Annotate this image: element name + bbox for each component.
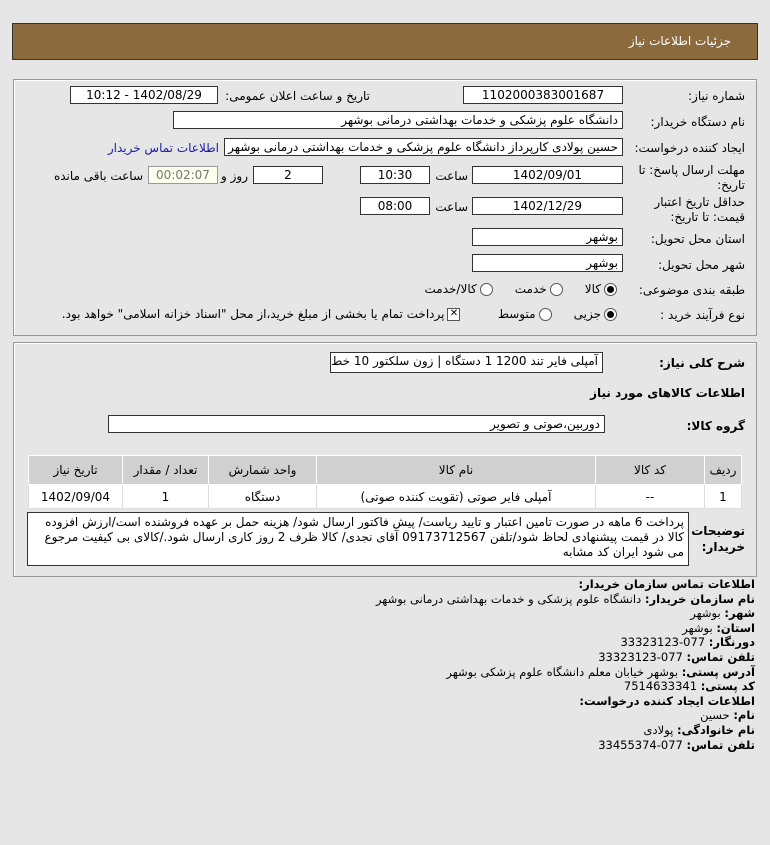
col-code: کد کالا	[595, 455, 705, 485]
process-option-medium: متوسط	[497, 307, 536, 321]
phone-value: 077-33323123	[598, 649, 683, 664]
family-label: نام خانوادگی:	[677, 722, 755, 737]
cell-code: --	[595, 484, 705, 509]
phone-label: تلفن تماس:	[686, 649, 755, 664]
cell-date: 1402/09/04	[28, 484, 123, 509]
category-radio-goods[interactable]	[604, 283, 617, 296]
province-value: بوشهر	[682, 620, 713, 635]
address-value: بوشهر خیابان معلم دانشگاه علوم پزشکی بوش…	[446, 664, 679, 679]
col-row: ردیف	[704, 455, 742, 485]
cell-row: 1	[704, 484, 742, 509]
category-option-both: کالا/خدمت	[424, 282, 477, 296]
announce-label: تاریخ و ساعت اعلان عمومی:	[225, 89, 370, 103]
buyer-label: نام دستگاه خریدار:	[650, 115, 746, 129]
contact-title: اطلاعات تماس سازمان خریدار:	[578, 577, 755, 591]
deadline-time-label: ساعت	[435, 169, 468, 183]
creator-field: حسین پولادی کارپرداز دانشگاه علوم پزشکی …	[224, 138, 623, 156]
fax-label: دورنگار:	[708, 635, 755, 650]
province-label: استان:	[716, 620, 755, 635]
postal-value: 7514633341	[623, 679, 698, 694]
notes-field: پرداخت 6 ماهه در صورت تامین اعتبار و تای…	[27, 512, 689, 566]
category-radio-both[interactable]	[479, 283, 493, 296]
validity-date-field: 1402/12/29	[472, 197, 623, 215]
category-radio-service[interactable]	[549, 283, 563, 296]
buyer-field: دانشگاه علوم پزشکی و خدمات بهداشتی درمان…	[173, 111, 623, 129]
org-label: نام سازمان خریدار:	[644, 591, 755, 606]
notes-label: توضیحات خریدار:	[691, 524, 745, 554]
buyer-contact-link[interactable]: اطلاعات تماس خریدار	[107, 141, 219, 155]
col-qty: تعداد / مقدار	[122, 455, 209, 485]
col-date: تاریخ نیاز	[28, 455, 123, 485]
payment-checkbox[interactable]: ✕	[447, 308, 461, 321]
col-unit: واحد شمارش	[208, 455, 317, 485]
days-label: روز و	[221, 169, 248, 183]
validity-time-label: ساعت	[435, 200, 468, 214]
creator-title: اطلاعات ایجاد کننده درخواست:	[579, 693, 755, 708]
city-label: شهر:	[724, 606, 755, 621]
payment-note: پرداخت تمام یا بخشی از مبلغ خرید،از محل …	[61, 307, 445, 321]
page-title: جزئیات اطلاعات نیاز	[628, 34, 731, 48]
province-field: بوشهر	[472, 228, 623, 246]
summary-field: آمپلی فایر تند 1200 1 دستگاه | زون سلکتو…	[330, 352, 603, 373]
fax-value: 077-33323123	[620, 635, 706, 650]
cell-name: آمپلی فایر صوتی (تقویت کننده صوتی)	[316, 484, 596, 509]
category-label: طبقه بندی موضوعی:	[638, 283, 745, 297]
process-option-minor: جزیی	[573, 307, 601, 321]
name-label: نام:	[733, 708, 755, 723]
process-radio-group: جزیی متوسط ✕پرداخت تمام یا بخشی از مبلغ …	[62, 307, 620, 321]
address-label: آدرس پستی:	[681, 664, 755, 679]
remaining-time-field: 00:02:07	[148, 166, 218, 184]
process-label: نوع فرآیند خرید :	[660, 308, 745, 322]
group-field: دوربین،صوتی و تصویر	[108, 415, 605, 433]
family-value: پولادی	[643, 722, 674, 737]
name-value: حسین	[700, 708, 730, 723]
category-option-goods: کالا	[584, 282, 601, 296]
need-number-label: شماره نیاز:	[688, 89, 745, 103]
city-label: شهر محل تحویل:	[658, 258, 745, 272]
city-value: بوشهر	[690, 606, 721, 621]
goods-table: ردیف کد کالا نام کالا واحد شمارش تعداد /…	[28, 455, 742, 509]
process-radio-minor[interactable]	[604, 308, 617, 321]
group-label: گروه کالا:	[686, 419, 745, 433]
remaining-label: ساعت باقی مانده	[53, 169, 143, 183]
goods-title: اطلاعات کالاهای مورد نیاز	[590, 386, 745, 400]
table-row: 1 -- آمپلی فایر صوتی (تقویت کننده صوتی) …	[28, 484, 742, 509]
col-name: نام کالا	[316, 455, 596, 485]
deadline-label: مهلت ارسال پاسخ: تا تاریخ:	[638, 163, 745, 192]
postal-label: کد پستی:	[700, 679, 755, 694]
summary-label: شرح کلی نیاز:	[659, 356, 745, 370]
page-header: جزئیات اطلاعات نیاز	[12, 23, 758, 60]
category-radio-group: کالا خدمت کالا/خدمت	[425, 282, 621, 296]
validity-label: حداقل تاریخ اعتبار قیمت: تا تاریخ:	[654, 195, 745, 224]
city-field: بوشهر	[472, 254, 623, 272]
cell-qty: 1	[122, 484, 209, 509]
province-label: استان محل تحویل:	[650, 232, 745, 246]
days-field: 2	[253, 166, 323, 184]
cell-unit: دستگاه	[208, 484, 317, 509]
table-header-row: ردیف کد کالا نام کالا واحد شمارش تعداد /…	[28, 455, 742, 485]
category-option-service: خدمت	[514, 282, 547, 296]
creator-phone-label: تلفن تماس:	[686, 737, 755, 752]
announce-field: 1402/08/29 - 10:12	[70, 86, 218, 104]
deadline-date-field: 1402/09/01	[472, 166, 623, 184]
process-radio-medium[interactable]	[538, 308, 552, 321]
creator-label: ایجاد کننده درخواست:	[634, 141, 745, 155]
contact-info: اطلاعات تماس سازمان خریدار: نام سازمان خ…	[376, 577, 755, 752]
validity-time-field: 08:00	[360, 197, 430, 215]
creator-phone-value: 077-33455374	[598, 737, 683, 752]
deadline-time-field: 10:30	[360, 166, 430, 184]
need-number-field: 1102000383001687	[463, 86, 623, 104]
org-value: دانشگاه علوم پزشکی و خدمات بهداشتی درمان…	[375, 591, 642, 606]
